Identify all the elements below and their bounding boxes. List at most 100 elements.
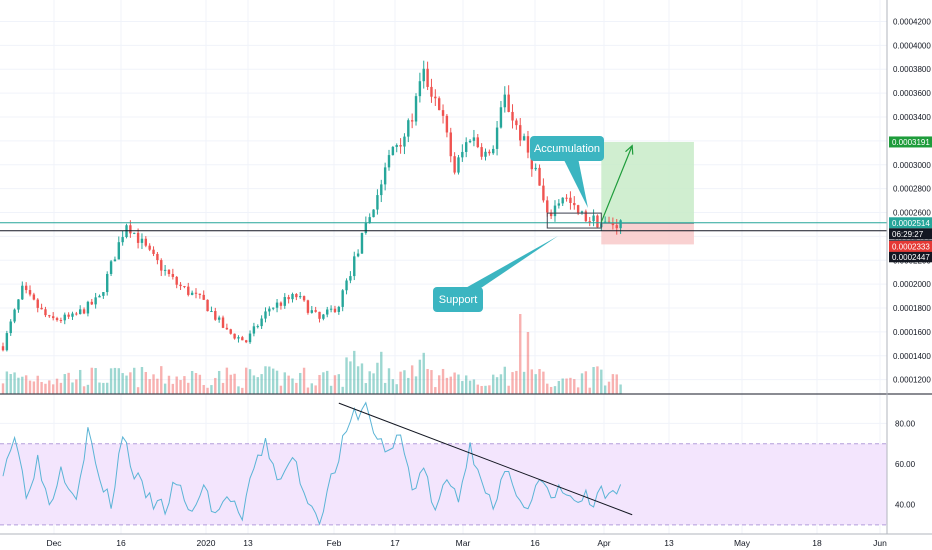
price-tick-label: 0.0001600	[893, 328, 931, 337]
candle-body	[171, 274, 175, 277]
candle-body	[557, 203, 561, 206]
volume-bar	[569, 377, 572, 394]
volume-bar	[607, 381, 611, 394]
support-callout[interactable]: Support	[433, 236, 558, 312]
rsi-tick-label: 80.00	[895, 419, 916, 428]
volume-bar	[434, 387, 437, 394]
price-axis[interactable]: 0.0001200 0.0001400 0.0001600 0.0001800 0.00…	[893, 17, 931, 384]
volume-bar	[40, 381, 43, 394]
price-tick-label: 0.0003600	[893, 89, 931, 98]
candle-body	[302, 296, 306, 301]
candle-body	[71, 313, 74, 317]
candle-body	[422, 68, 425, 82]
candle-body	[160, 260, 163, 271]
candle-body	[515, 120, 518, 126]
volume-bar	[221, 382, 225, 394]
candle-body	[349, 276, 352, 281]
price-tick-label: 0.0004200	[893, 17, 931, 26]
price-tick-label: 0.0002000	[893, 280, 931, 289]
candle-body	[445, 115, 449, 133]
candle-body	[492, 148, 495, 154]
volume-bar	[48, 380, 51, 394]
candle-body	[522, 136, 526, 141]
long-position-tool[interactable]	[601, 141, 694, 245]
volume-bar	[67, 372, 70, 394]
candle-body	[156, 253, 159, 261]
volume-bar	[573, 379, 576, 394]
volume-bar	[484, 385, 487, 394]
rsi-axis[interactable]: 40.00 60.00 80.00	[895, 419, 916, 509]
candle-body	[329, 308, 333, 310]
candle-body	[376, 195, 379, 210]
time-tick-label: 18	[812, 538, 822, 548]
candle-body	[241, 337, 244, 341]
drawings[interactable]	[546, 144, 634, 229]
candle-body	[1, 346, 5, 351]
candle-body	[441, 110, 445, 116]
price-candles	[1, 60, 622, 352]
time-tick-label: 2020	[197, 538, 216, 548]
candle-body	[287, 297, 290, 300]
volume-bar	[530, 369, 534, 394]
candle-body	[607, 221, 611, 223]
volume-bar	[615, 374, 618, 394]
volume-bar	[360, 363, 364, 394]
price-tag-background	[889, 251, 932, 263]
candle-body	[98, 295, 101, 298]
time-tick-label: Jun	[873, 538, 887, 548]
candle-body	[295, 294, 298, 298]
volume-bar	[383, 382, 387, 394]
price-tick-label: 0.0001800	[893, 304, 931, 313]
volume-bar	[561, 378, 564, 394]
candle-body	[399, 145, 402, 147]
candle-body	[109, 261, 113, 274]
accumulation-callout-label: Accumulation	[534, 143, 600, 155]
candle-body	[55, 318, 59, 321]
price-tick-label: 0.0001200	[893, 376, 931, 385]
candle-body	[465, 142, 468, 152]
price-tag: 0.0003191	[889, 136, 932, 148]
candle-body	[202, 294, 205, 300]
volume-bar	[310, 383, 313, 394]
volume-bar	[152, 374, 155, 394]
candle-body	[44, 309, 47, 316]
volume-bar	[102, 382, 105, 394]
volume-bar	[468, 380, 472, 394]
volume-bar	[24, 375, 28, 394]
volume-bar	[17, 377, 20, 394]
volume-bar	[113, 367, 117, 394]
candle-body	[573, 203, 576, 206]
support-callout-pointer	[462, 236, 558, 290]
candle-body	[549, 212, 553, 217]
candle-body	[244, 340, 248, 343]
candle-body	[318, 311, 321, 319]
price-tag-label: 0.0003191	[892, 138, 930, 147]
candle-body	[63, 314, 66, 321]
volume-bar	[32, 381, 36, 394]
rsi-trendline[interactable]	[338, 402, 633, 516]
volume-bar	[144, 371, 148, 394]
rsi-tick-label: 60.00	[895, 460, 916, 469]
candle-body	[383, 167, 387, 185]
volume-bar	[244, 367, 248, 394]
volume-bar	[399, 371, 402, 394]
volume-bar	[125, 375, 128, 394]
volume-bar	[368, 371, 371, 394]
price-tick-label: 0.0003800	[893, 65, 931, 74]
candle-body	[279, 302, 283, 306]
candle-body	[5, 333, 9, 351]
accumulation-callout[interactable]: Accumulation	[530, 136, 604, 208]
time-axis[interactable]: Dec 16 2020 13 Feb 17 Mar 16 Apr 13 May 18 Jun	[46, 538, 887, 548]
candle-body	[179, 284, 182, 287]
volume-bar	[592, 367, 595, 394]
rsi-line	[2, 401, 622, 526]
volume-bar	[376, 362, 379, 394]
volume-bar	[13, 372, 16, 394]
volume-bar	[422, 352, 425, 394]
candle-body	[221, 317, 225, 328]
volume-bar	[160, 366, 163, 394]
volume-bar	[576, 387, 580, 394]
support-callout-label: Support	[439, 294, 478, 306]
volume-bar	[198, 374, 202, 394]
